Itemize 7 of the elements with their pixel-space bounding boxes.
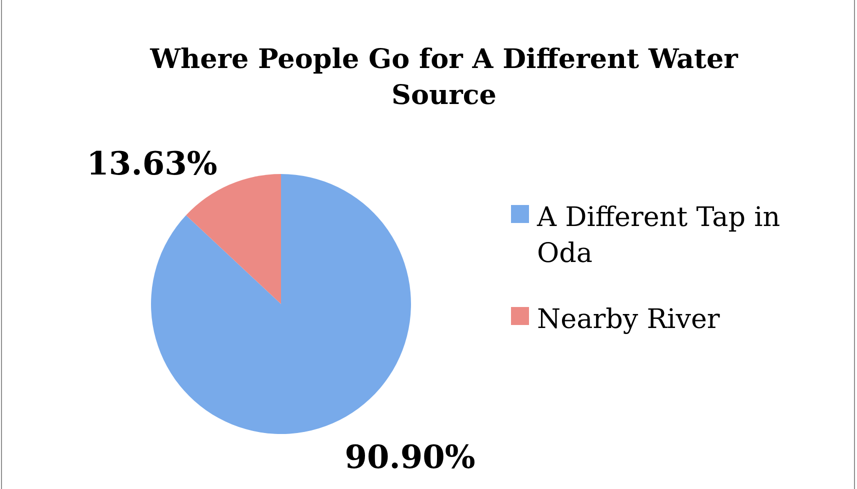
pie-slice <box>186 174 281 304</box>
pie-slice <box>151 174 411 434</box>
data-label: 90.90% <box>344 438 476 476</box>
legend-label: A Different Tap in Oda <box>536 202 780 269</box>
chart-title: Where People Go for A Different Water Source <box>149 44 739 111</box>
data-label: 13.63% <box>86 144 218 182</box>
legend-label: Nearby River <box>537 304 720 335</box>
